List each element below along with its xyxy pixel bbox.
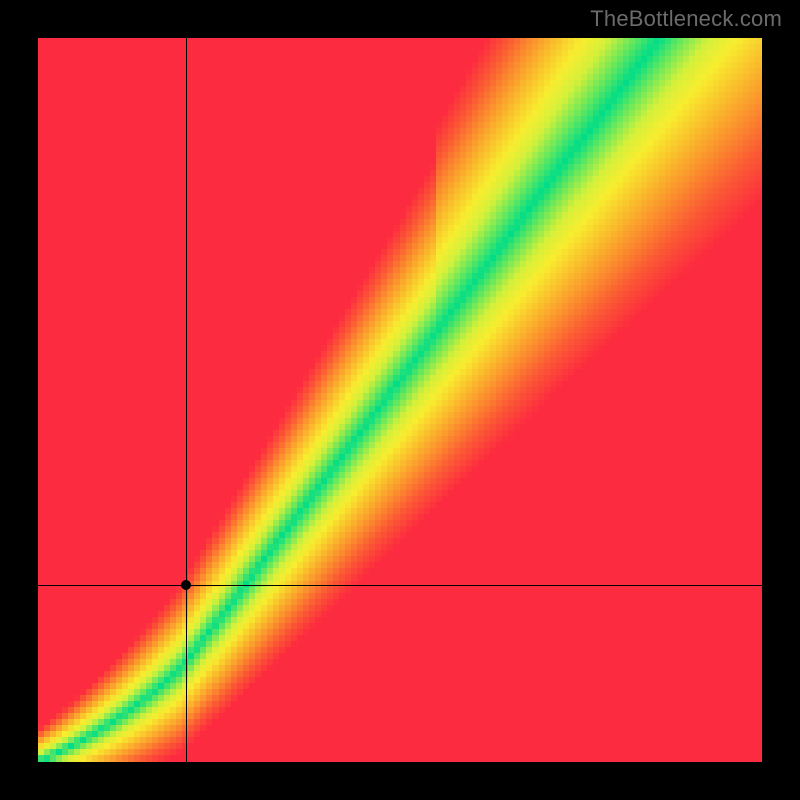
crosshair-horizontal: [38, 585, 762, 586]
watermark-text: TheBottleneck.com: [590, 6, 782, 32]
crosshair-vertical: [186, 38, 187, 762]
chart-frame: TheBottleneck.com: [0, 0, 800, 800]
heatmap-canvas: [38, 38, 762, 762]
marker-dot: [181, 580, 191, 590]
plot-area: [38, 38, 762, 762]
